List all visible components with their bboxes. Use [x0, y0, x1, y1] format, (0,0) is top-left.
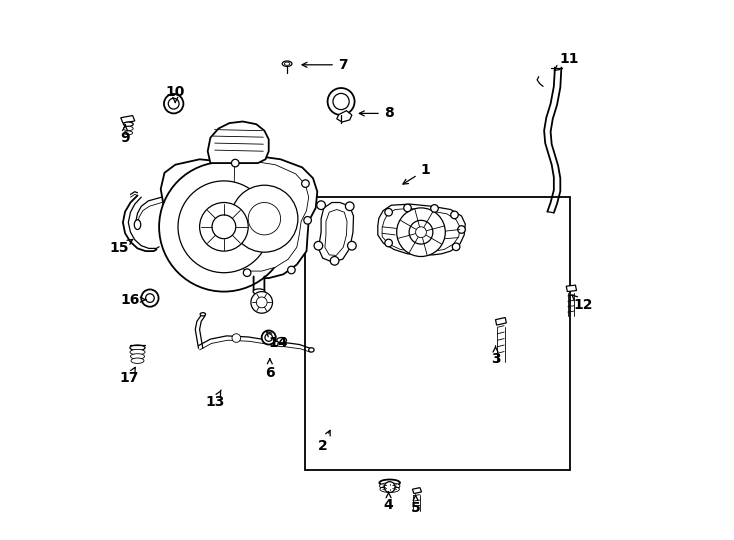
Circle shape — [200, 202, 248, 251]
Circle shape — [415, 227, 426, 238]
Circle shape — [304, 217, 311, 224]
Circle shape — [333, 93, 349, 110]
Circle shape — [451, 211, 458, 219]
Circle shape — [231, 159, 239, 167]
Circle shape — [385, 239, 393, 247]
Circle shape — [212, 215, 236, 239]
Text: 1: 1 — [403, 163, 430, 184]
Polygon shape — [232, 161, 309, 271]
Text: 16: 16 — [121, 293, 146, 307]
Text: 5: 5 — [411, 495, 421, 515]
Polygon shape — [413, 488, 421, 494]
Ellipse shape — [379, 480, 400, 486]
Text: 9: 9 — [120, 125, 130, 145]
Polygon shape — [337, 111, 352, 122]
Ellipse shape — [254, 302, 264, 307]
Text: 2: 2 — [318, 430, 330, 453]
Circle shape — [396, 208, 446, 256]
Circle shape — [232, 334, 241, 342]
Circle shape — [348, 241, 356, 250]
Circle shape — [231, 185, 298, 252]
Bar — [305, 197, 570, 470]
Circle shape — [244, 269, 251, 276]
Polygon shape — [319, 202, 354, 262]
Circle shape — [168, 98, 179, 109]
Circle shape — [164, 94, 184, 113]
Circle shape — [248, 202, 280, 235]
Circle shape — [404, 204, 411, 212]
Ellipse shape — [131, 354, 145, 359]
Circle shape — [346, 202, 354, 211]
Text: 15: 15 — [110, 239, 133, 255]
Text: 17: 17 — [120, 367, 139, 385]
Text: 10: 10 — [166, 85, 185, 103]
Circle shape — [141, 289, 159, 307]
Polygon shape — [325, 210, 347, 255]
Circle shape — [262, 330, 276, 345]
Ellipse shape — [277, 342, 286, 347]
Circle shape — [385, 482, 395, 492]
Circle shape — [431, 205, 438, 212]
Circle shape — [178, 181, 270, 273]
Text: 7: 7 — [302, 58, 347, 72]
Ellipse shape — [309, 348, 314, 352]
Ellipse shape — [131, 358, 144, 363]
Text: 13: 13 — [205, 390, 225, 409]
Polygon shape — [382, 208, 460, 252]
Circle shape — [302, 180, 309, 187]
Circle shape — [314, 241, 323, 250]
Ellipse shape — [253, 295, 265, 301]
Circle shape — [409, 220, 433, 244]
Circle shape — [452, 243, 460, 251]
Circle shape — [251, 292, 272, 313]
Polygon shape — [161, 156, 317, 278]
Circle shape — [265, 334, 272, 341]
Ellipse shape — [123, 126, 133, 131]
Ellipse shape — [130, 345, 145, 350]
Polygon shape — [566, 285, 576, 292]
Text: 14: 14 — [266, 331, 288, 350]
Text: 4: 4 — [384, 492, 393, 512]
Ellipse shape — [200, 313, 206, 316]
Circle shape — [385, 208, 393, 216]
Ellipse shape — [282, 61, 292, 66]
Ellipse shape — [277, 338, 286, 343]
Ellipse shape — [123, 122, 133, 126]
Circle shape — [288, 266, 295, 274]
Polygon shape — [495, 318, 506, 325]
Text: 11: 11 — [554, 52, 579, 71]
Text: 12: 12 — [572, 295, 593, 312]
Polygon shape — [208, 122, 269, 163]
Circle shape — [330, 256, 339, 265]
Ellipse shape — [379, 483, 400, 489]
Circle shape — [327, 88, 355, 115]
Ellipse shape — [124, 131, 133, 135]
Ellipse shape — [134, 220, 141, 229]
Polygon shape — [378, 204, 465, 255]
Ellipse shape — [380, 486, 399, 492]
Circle shape — [145, 294, 154, 302]
Text: 6: 6 — [265, 359, 275, 380]
Circle shape — [317, 201, 325, 210]
Text: 3: 3 — [491, 346, 501, 366]
Polygon shape — [121, 116, 135, 123]
Circle shape — [256, 297, 267, 308]
Ellipse shape — [253, 289, 265, 294]
Circle shape — [159, 162, 288, 292]
Ellipse shape — [130, 349, 145, 355]
Ellipse shape — [284, 62, 290, 65]
Circle shape — [458, 226, 465, 233]
Text: 8: 8 — [360, 106, 393, 120]
